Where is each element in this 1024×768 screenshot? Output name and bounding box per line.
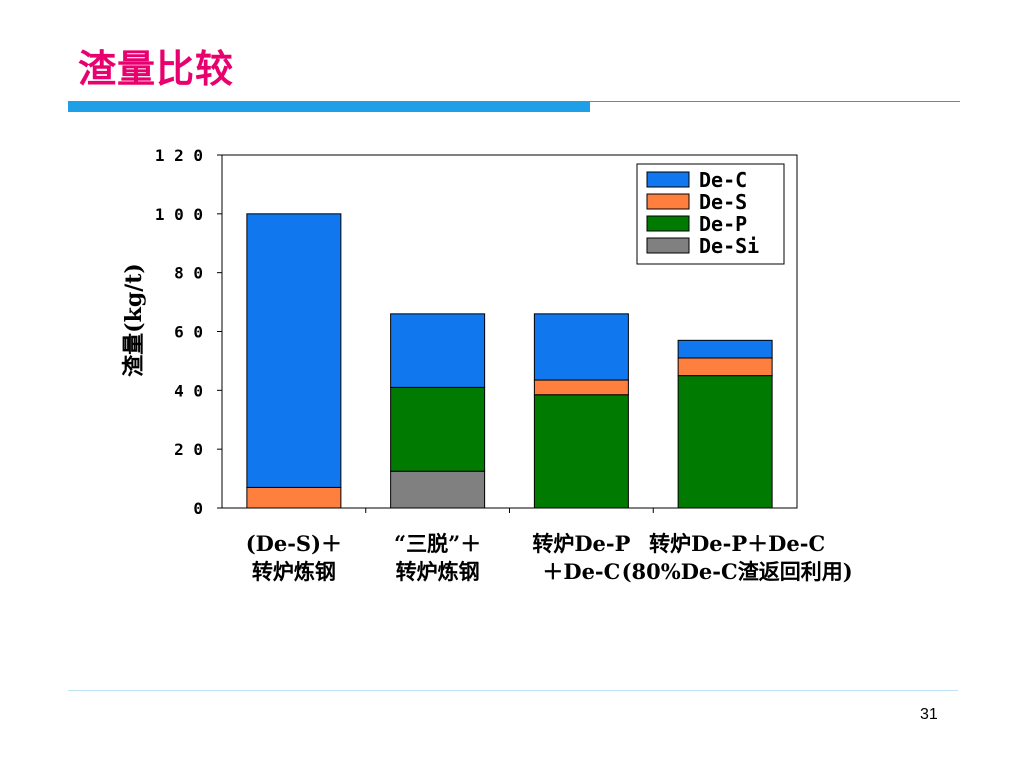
- bar-segment-de-p: [533, 394, 629, 509]
- x-category-label: 转炉炼钢: [396, 559, 480, 584]
- bar-segment-de-s: [677, 357, 773, 377]
- bar-segment-de-s: [533, 379, 629, 396]
- y-axis-label: 渣量(kg/t): [121, 263, 147, 377]
- x-category-label: 转炉炼钢: [252, 559, 336, 584]
- x-category-label: 转炉De-P＋De-C: [649, 531, 825, 556]
- title-underline-thick: [68, 101, 590, 112]
- y-tick-label: 2 0: [174, 440, 203, 459]
- x-category-label: (De-S)＋: [246, 531, 342, 556]
- bar-segment-de-p: [677, 375, 773, 509]
- bar-segment-de-s: [246, 486, 342, 509]
- legend-label: De-P: [699, 212, 747, 236]
- bar-segment-de-p: [390, 386, 486, 472]
- legend-swatch: [646, 237, 690, 254]
- footer-rule: [68, 690, 958, 691]
- y-tick-label: 1 0 0: [155, 205, 203, 224]
- y-tick-label: 4 0: [174, 381, 203, 400]
- legend-swatch: [646, 215, 690, 232]
- legend-label: De-Si: [699, 234, 759, 258]
- x-category-label: 转炉De-P: [532, 531, 630, 556]
- y-tick-label: 0: [193, 499, 203, 518]
- legend-swatch: [646, 193, 690, 210]
- page-number: 31: [920, 706, 938, 723]
- title-underline-thin: [590, 101, 960, 102]
- x-category-label: “三脱”＋: [394, 531, 481, 556]
- bar-segment-de-si: [390, 470, 486, 509]
- legend-label: De-C: [699, 168, 747, 192]
- slide-title: 渣量比较: [78, 47, 235, 91]
- x-category-label: ＋De-C: [542, 559, 620, 584]
- bar-segment-de-c: [246, 213, 342, 488]
- y-tick-label: 6 0: [174, 323, 203, 342]
- y-tick-label: 1 2 0: [155, 146, 203, 165]
- legend-swatch: [646, 171, 690, 188]
- bar-segment-de-c: [390, 313, 486, 388]
- bar-segment-de-c: [533, 313, 629, 381]
- y-tick-label: 8 0: [174, 264, 203, 283]
- bar-segment-de-c: [677, 339, 773, 359]
- x-category-label: (80%De-C渣返回利用): [622, 559, 853, 584]
- legend-label: De-S: [699, 190, 747, 214]
